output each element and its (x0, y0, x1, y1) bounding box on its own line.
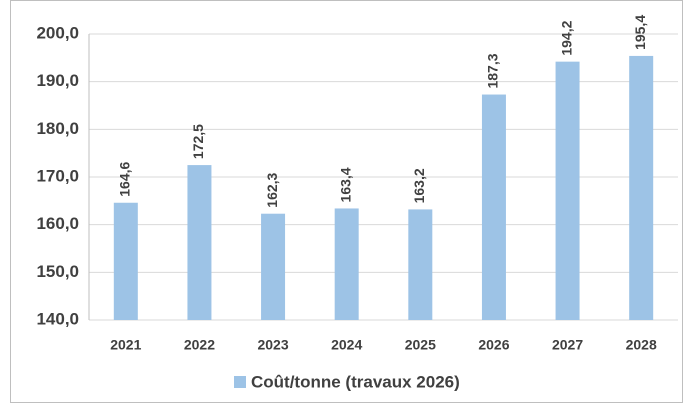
y-tick-label: 180,0 (36, 119, 79, 138)
bar (187, 165, 212, 320)
bar (113, 202, 138, 320)
y-tick-label: 160,0 (36, 214, 79, 233)
value-label: 163,4 (337, 167, 353, 202)
bar (629, 55, 654, 320)
y-tick-label: 170,0 (36, 166, 79, 185)
x-tick-label: 2028 (626, 337, 657, 353)
legend-label: Coût/tonne (travaux 2026) (251, 372, 460, 391)
bar (261, 213, 286, 320)
bar (334, 208, 359, 320)
x-tick-label: 2023 (257, 337, 288, 353)
value-label: 163,2 (411, 168, 427, 203)
x-tick-label: 2027 (552, 337, 583, 353)
legend-swatch (234, 376, 246, 388)
x-tick-label: 2021 (110, 337, 141, 353)
bar (408, 209, 433, 320)
y-tick-label: 150,0 (36, 262, 79, 281)
value-label: 194,2 (558, 20, 574, 55)
x-tick-label: 2022 (184, 337, 215, 353)
value-label: 195,4 (632, 15, 648, 50)
value-label: 172,5 (190, 124, 206, 159)
y-tick-label: 190,0 (36, 71, 79, 90)
x-tick-label: 2026 (478, 337, 509, 353)
y-tick-label: 200,0 (36, 23, 79, 42)
value-label: 187,3 (485, 53, 501, 88)
value-label: 164,6 (117, 161, 133, 196)
y-tick-label: 140,0 (36, 309, 79, 328)
bar (555, 61, 580, 320)
value-label: 162,3 (264, 172, 280, 207)
x-tick-label: 2024 (331, 337, 362, 353)
bar (481, 94, 506, 320)
x-tick-label: 2025 (405, 337, 436, 353)
